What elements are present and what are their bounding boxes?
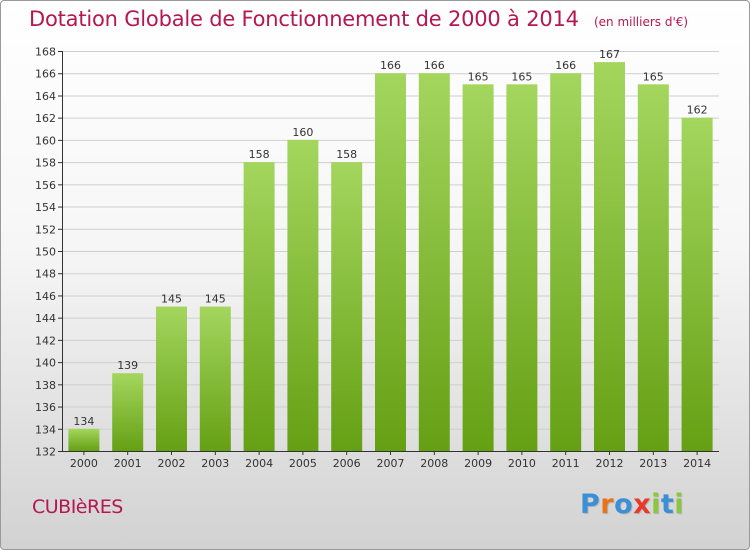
logo-letter: x [633, 489, 652, 520]
bar [637, 84, 669, 451]
bar [243, 162, 275, 451]
x-tick-label: 2000 [70, 457, 98, 470]
place-name: CUBIèRES [32, 496, 123, 518]
x-tick-label: 2013 [639, 457, 667, 470]
y-tick-label: 154 [35, 201, 56, 214]
bar [506, 84, 538, 451]
bar [112, 373, 144, 451]
y-tick-label: 146 [35, 290, 56, 303]
chart-title: Dotation Globale de Fonctionnement de 20… [29, 7, 579, 31]
y-tick-label: 164 [35, 90, 56, 103]
bars: 134 139 145 145 158 160 158 166 166 165 165 166 167 1… [68, 48, 713, 452]
logo-letter: P [580, 489, 601, 520]
bar [594, 62, 625, 451]
bar [681, 117, 713, 452]
bar [156, 306, 187, 451]
logo-letter: t [660, 489, 675, 520]
bar [199, 306, 231, 451]
chart-unit-note: (en milliers d'€) [593, 15, 689, 29]
y-tick-label: 156 [35, 179, 56, 192]
x-tick-label: 2002 [158, 457, 186, 470]
y-tick-label: 150 [35, 246, 56, 259]
x-tick-label: 2011 [552, 457, 580, 470]
y-tick-label: 148 [35, 268, 56, 281]
x-tick-label: 2005 [289, 457, 317, 470]
data-label: 162 [687, 104, 708, 117]
x-tick-label: 2008 [420, 457, 448, 470]
data-label: 145 [205, 293, 226, 306]
y-tick-label: 136 [35, 401, 56, 414]
logo-letter: i [674, 489, 685, 520]
bar [375, 73, 406, 451]
y-tick-label: 138 [35, 379, 56, 392]
y-tick-label: 134 [35, 423, 56, 436]
logo-letter: r [600, 489, 615, 520]
y-tick-label: 140 [35, 357, 56, 370]
x-tick-label: 2007 [377, 457, 405, 470]
data-label: 160 [292, 126, 313, 139]
bar [550, 73, 582, 451]
data-label: 145 [161, 293, 182, 306]
axes: 132 134 136 138 140 142 144 146 148 150 152 154 156 1… [35, 46, 719, 470]
data-label: 158 [336, 148, 357, 161]
x-tick-label: 2010 [508, 457, 536, 470]
data-label: 166 [555, 59, 576, 72]
data-label: 166 [380, 59, 401, 72]
data-label: 165 [468, 70, 489, 83]
logo-letter: o [614, 489, 634, 520]
logo-letter: i [651, 489, 661, 520]
x-tick-label: 2004 [245, 457, 273, 470]
data-label: 165 [511, 70, 532, 83]
data-label: 166 [424, 59, 445, 72]
y-tick-label: 168 [35, 46, 56, 59]
y-tick-label: 158 [35, 157, 56, 170]
data-label: 167 [599, 48, 620, 61]
x-tick-label: 2009 [464, 457, 492, 470]
data-label: 165 [643, 70, 664, 83]
title-row: Dotation Globale de Fonctionnement de 20… [29, 7, 688, 31]
bar [331, 162, 363, 451]
data-label: 134 [73, 415, 94, 428]
x-tick-label: 2006 [333, 457, 361, 470]
y-tick-label: 162 [35, 112, 56, 125]
x-tick-label: 2012 [596, 457, 624, 470]
y-tick-label: 142 [35, 334, 56, 347]
x-tick-label: 2014 [683, 457, 711, 470]
data-label: 139 [117, 359, 138, 372]
bar [68, 428, 100, 451]
proxiti-logo[interactable]: Proxiti [580, 489, 684, 520]
y-tick-label: 160 [35, 134, 56, 147]
bar [418, 73, 450, 451]
y-tick-label: 152 [35, 223, 56, 236]
bar [287, 139, 319, 451]
x-tick-label: 2003 [201, 457, 229, 470]
x-tick-label: 2001 [114, 457, 142, 470]
bar [462, 84, 494, 451]
y-tick-label: 166 [35, 68, 56, 81]
data-label: 158 [249, 148, 270, 161]
y-tick-label: 132 [35, 446, 56, 459]
y-tick-label: 144 [35, 312, 56, 325]
